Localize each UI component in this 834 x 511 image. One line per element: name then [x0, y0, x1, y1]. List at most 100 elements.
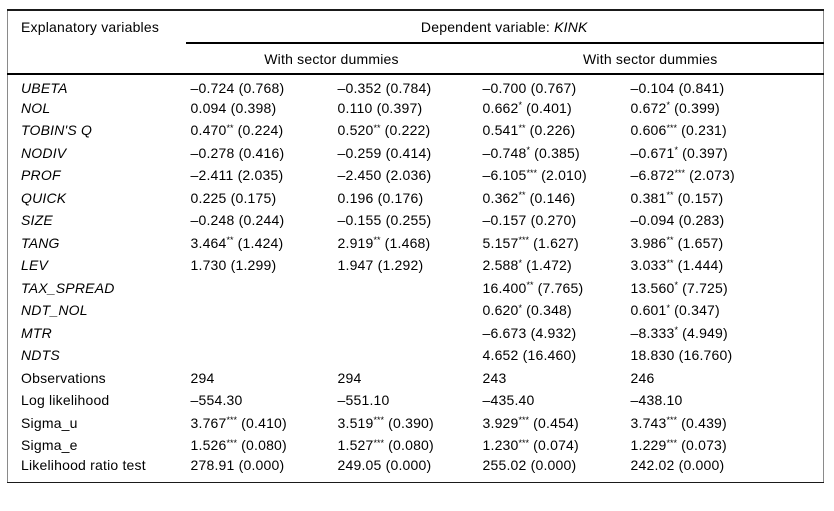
- cell-value: –438.10: [630, 392, 683, 409]
- cell-value: 1.230*** (0.074): [482, 437, 579, 454]
- cell-value: 3.986** (1.657): [630, 234, 724, 251]
- explanatory-variables-header: Explanatory variables: [7, 10, 186, 75]
- cell-value: 294: [190, 369, 215, 386]
- significance-stars: ***: [518, 415, 530, 426]
- cell-value: 3.519*** (0.390): [337, 414, 434, 431]
- cell-value: –0.352 (0.784): [337, 79, 432, 96]
- cell-value: –551.10: [337, 392, 390, 409]
- cell-value: 278.91 (0.000): [190, 456, 285, 473]
- results-table-container: Explanatory variables Dependent variable…: [7, 9, 824, 483]
- significance-stars: ***: [666, 122, 678, 133]
- cell-value: 5.157*** (1.627): [482, 234, 579, 251]
- cell-value: 16.400** (7.765): [482, 279, 584, 296]
- significance-stars: **: [666, 257, 674, 268]
- cell-value: [333, 322, 478, 345]
- significance-stars: ***: [518, 235, 530, 246]
- significance-stars: ***: [226, 415, 238, 426]
- cell-value: 1.527*** (0.080): [337, 437, 434, 454]
- table-row: NDT_NOL 0.620* (0.348) 0.601* (0.347): [8, 299, 824, 322]
- table-row: Sigma_u 3.767*** (0.410) 3.519*** (0.390) 3…: [8, 412, 824, 435]
- cell-value: 18.830 (16.760): [630, 347, 733, 364]
- row-label: MTR: [21, 324, 52, 341]
- cell-value: 0.541** (0.226): [482, 122, 576, 139]
- table-row: TAX_SPREAD 16.400** (7.765) 13.560* (7.725…: [8, 277, 824, 300]
- row-label: QUICK: [21, 189, 67, 206]
- table-row: Sigma_e 1.526*** (0.080) 1.527*** (0.080) 1…: [8, 434, 824, 457]
- row-label: UBETA: [21, 79, 68, 96]
- significance-stars: *: [674, 145, 679, 156]
- cell-value: 249.05 (0.000): [337, 456, 432, 473]
- table-row: NODIV –0.278 (0.416) –0.259 (0.414) –0.748*…: [8, 142, 824, 165]
- cell-value: –0.278 (0.416): [190, 144, 285, 161]
- cell-value: 0.672* (0.399): [630, 99, 720, 116]
- significance-stars: *: [526, 145, 531, 156]
- significance-stars: **: [518, 122, 526, 133]
- row-label: NDTS: [21, 347, 60, 364]
- cell-value: 1.526*** (0.080): [190, 437, 287, 454]
- significance-stars: ***: [674, 167, 686, 178]
- significance-stars: *: [666, 100, 671, 111]
- cell-value: 1.229*** (0.073): [630, 437, 727, 454]
- cell-value: 0.225 (0.175): [190, 189, 277, 206]
- table-row: NDTS 4.652 (16.460) 18.830 (16.760): [8, 344, 824, 367]
- significance-stars: *: [666, 302, 671, 313]
- significance-stars: ***: [666, 415, 678, 426]
- header-row-2: With sector dummies With sector dummies: [8, 43, 824, 75]
- cell-value: 294: [337, 369, 362, 386]
- significance-stars: **: [526, 280, 534, 291]
- table-row: QUICK 0.225 (0.175) 0.196 (0.176) 0.362** (…: [8, 187, 824, 210]
- table-row: NOL 0.094 (0.398) 0.110 (0.397) 0.662* (0.4…: [8, 97, 824, 120]
- cell-value: [186, 322, 333, 345]
- cell-value: –6.105*** (2.010): [482, 167, 587, 184]
- row-label: TOBIN'S Q: [21, 122, 93, 139]
- significance-stars: ***: [226, 437, 238, 448]
- cell-value: –0.748* (0.385): [482, 144, 580, 161]
- row-label: TANG: [21, 234, 60, 251]
- regression-results-table: Explanatory variables Dependent variable…: [7, 9, 824, 483]
- cell-value: [333, 277, 478, 300]
- significance-stars: *: [518, 100, 523, 111]
- cell-value: 0.094 (0.398): [190, 99, 277, 116]
- cell-value: –0.259 (0.414): [337, 144, 432, 161]
- significance-stars: **: [226, 122, 234, 133]
- table-row: TANG 3.464** (1.424) 2.919** (1.468) 5.157*…: [8, 232, 824, 255]
- significance-stars: ***: [518, 437, 530, 448]
- row-label: Sigma_e: [21, 437, 78, 454]
- cell-value: –0.155 (0.255): [337, 212, 432, 229]
- row-label: Observations: [21, 369, 106, 386]
- significance-stars: **: [518, 190, 526, 201]
- cell-value: –8.333* (4.949): [630, 324, 728, 341]
- row-label: PROF: [21, 167, 61, 184]
- cell-value: –554.30: [190, 392, 243, 409]
- cell-value: 243: [482, 369, 507, 386]
- table-row: SIZE –0.248 (0.244) –0.155 (0.255) –0.157 (…: [8, 209, 824, 232]
- significance-stars: ***: [666, 437, 678, 448]
- cell-value: 3.767*** (0.410): [190, 414, 287, 431]
- significance-stars: **: [373, 122, 381, 133]
- cell-value: 1.947 (1.292): [337, 257, 424, 274]
- cell-value: –0.671* (0.397): [630, 144, 728, 161]
- table-row: UBETA –0.724 (0.768) –0.352 (0.784) –0.700 …: [8, 74, 824, 97]
- significance-stars: ***: [373, 437, 385, 448]
- significance-stars: **: [666, 190, 674, 201]
- cell-value: [333, 299, 478, 322]
- significance-stars: *: [518, 257, 523, 268]
- significance-stars: *: [674, 280, 679, 291]
- table-row: LEV 1.730 (1.299) 1.947 (1.292) 2.588* (1.4…: [8, 254, 824, 277]
- cell-value: [333, 344, 478, 367]
- significance-stars: **: [666, 235, 674, 246]
- cell-value: –2.411 (2.035): [190, 167, 284, 184]
- cell-value: 0.362** (0.146): [482, 189, 576, 206]
- cell-value: 0.520** (0.222): [337, 122, 431, 139]
- cell-value: 0.196 (0.176): [337, 189, 424, 206]
- cell-value: 0.110 (0.397): [337, 99, 423, 116]
- cell-value: 3.929*** (0.454): [482, 414, 579, 431]
- cell-value: 0.620* (0.348): [482, 302, 572, 319]
- cell-value: 3.464** (1.424): [190, 234, 284, 251]
- row-label: Likelihood ratio test: [21, 456, 146, 473]
- row-label: Sigma_u: [21, 414, 78, 431]
- table-row: Log likelihood –554.30 –551.10 –435.40 –438.…: [8, 389, 824, 412]
- cell-value: [186, 277, 333, 300]
- cell-value: [186, 299, 333, 322]
- cell-value: –0.724 (0.768): [190, 79, 285, 96]
